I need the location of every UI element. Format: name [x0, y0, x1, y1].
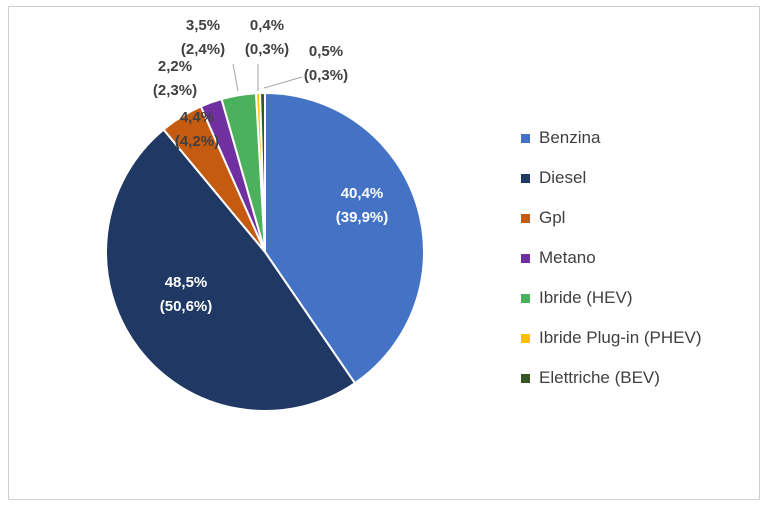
legend-swatch-metano	[521, 253, 530, 263]
data-label-value: 4,4%	[180, 109, 214, 126]
data-labels: 40,4%(39,9%)48,5%(50,6%)4,4%(4,2%)2,2%(2…	[153, 17, 388, 315]
pie-slice-benzina	[264, 91, 425, 385]
pie-slices	[105, 91, 425, 412]
legend-swatch-hev	[521, 293, 530, 303]
data-label-previous: (0,3%)	[245, 41, 289, 58]
data-label-previous: (2,4%)	[181, 41, 225, 58]
data-label-previous: (50,6%)	[160, 298, 213, 315]
data-label-previous: (39,9%)	[336, 209, 389, 226]
legend-label-metano: Metano	[539, 248, 596, 267]
leader-lines	[232, 63, 303, 92]
legend: Benzina Diesel Gpl Metano Ibride (HEV) I…	[521, 118, 702, 398]
pie-slice-elettriche-bev	[258, 91, 266, 253]
legend-swatch-benzina	[521, 133, 530, 143]
legend-label-diesel: Diesel	[539, 168, 587, 187]
legend-swatch-diesel	[521, 173, 530, 183]
legend-label-bev: Elettriche (BEV)	[539, 368, 660, 387]
data-label-value: 48,5%	[165, 274, 208, 291]
legend-label-gpl: Gpl	[539, 208, 566, 227]
legend-item-hev: Ibride (HEV)	[521, 278, 702, 318]
leader-line	[263, 76, 303, 89]
legend-swatch-bev	[521, 373, 530, 383]
data-label-value: 2,2%	[158, 58, 192, 75]
legend-label-hev: Ibride (HEV)	[539, 288, 633, 307]
legend-swatch-phev	[521, 333, 530, 343]
data-label-value: 0,5%	[309, 43, 343, 60]
legend-label-benzina: Benzina	[539, 128, 601, 147]
legend-item-phev: Ibride Plug-in (PHEV)	[521, 318, 702, 358]
pie-slice-diesel	[105, 128, 357, 412]
data-label-value: 3,5%	[186, 17, 220, 34]
legend-item-gpl: Gpl	[521, 198, 702, 238]
legend-swatch-gpl	[521, 213, 530, 223]
data-label-previous: (0,3%)	[304, 67, 348, 84]
data-label-previous: (4,2%)	[175, 133, 219, 150]
leader-line	[232, 63, 239, 92]
legend-label-phev: Ibride Plug-in (PHEV)	[539, 328, 702, 347]
data-label-previous: (2,3%)	[153, 82, 197, 99]
legend-item-bev: Elettriche (BEV)	[521, 358, 702, 398]
legend-item-diesel: Diesel	[521, 158, 702, 198]
data-label-value: 40,4%	[341, 185, 384, 202]
data-label-value: 0,4%	[250, 17, 284, 34]
legend-item-metano: Metano	[521, 238, 702, 278]
legend-item-benzina: Benzina	[521, 118, 702, 158]
